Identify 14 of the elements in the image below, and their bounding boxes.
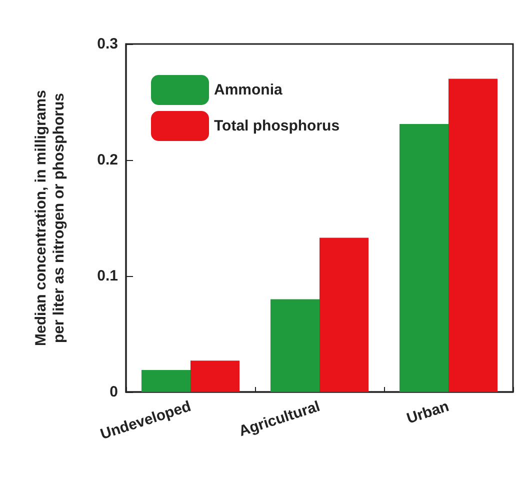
bar <box>320 238 369 392</box>
y-axis-title: Median concentration, in milligrams per liter as nitrogen or phosphorus <box>32 90 68 346</box>
bar <box>190 360 240 392</box>
y-tick-label: 0 <box>110 384 118 400</box>
y-tick-label: 0.1 <box>97 268 118 284</box>
y-tick-label: 0.2 <box>97 152 118 168</box>
legend-label: Total phosphorus <box>214 118 340 134</box>
legend-label: Ammonia <box>214 82 283 98</box>
y-tick-label: 0.3 <box>97 36 118 52</box>
bar <box>141 370 190 392</box>
x-tick-label: Urban <box>404 398 452 428</box>
bar <box>448 78 498 392</box>
bar <box>270 299 320 392</box>
bar <box>399 124 448 392</box>
